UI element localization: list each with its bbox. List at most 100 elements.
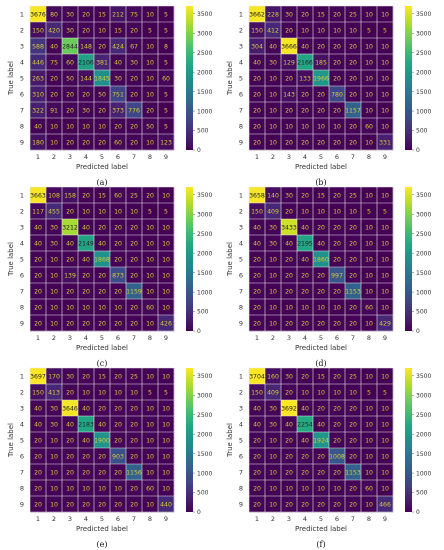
matrix-cell [297, 203, 314, 220]
cell-value-label: 20 [130, 240, 138, 247]
matrix-cell [249, 448, 266, 465]
matrix-cell [297, 299, 314, 316]
cell-value-label: 424 [112, 43, 124, 50]
cell-value-label: 2183 [78, 421, 94, 428]
cell-value-label: 20 [333, 192, 341, 199]
y-tick-label: 7 [20, 287, 24, 295]
cell-value-label: 10 [301, 208, 309, 215]
matrix-cell [249, 38, 266, 55]
cell-value-label: 40 [66, 240, 74, 247]
matrix-cell [110, 22, 127, 39]
matrix-cell [329, 315, 346, 332]
matrix-cell [142, 432, 159, 449]
cell-value-label: 588 [32, 43, 44, 50]
matrix-cell [329, 368, 346, 385]
x-tick-label: 4 [84, 153, 88, 161]
matrix-cell [46, 22, 63, 39]
cell-value-label: 150 [251, 27, 263, 34]
matrix-cell [249, 480, 266, 497]
matrix-cell [345, 448, 362, 465]
cell-value-label: 20 [253, 501, 261, 508]
matrix-cell [126, 187, 143, 204]
cell-value-label: 10 [146, 256, 154, 263]
cell-value-label: 10 [365, 139, 373, 146]
matrix-cell [78, 251, 95, 268]
cell-value-label: 10 [285, 304, 293, 311]
matrix-cell [345, 496, 362, 513]
matrix-cell [158, 432, 175, 449]
cell-value-label: 5 [148, 208, 152, 215]
x-tick-label: 7 [132, 334, 136, 342]
cell-value-label: 150 [251, 389, 263, 396]
matrix-cell [281, 283, 298, 300]
cell-value-label: 1153 [345, 469, 361, 476]
cell-value-label: 212 [112, 11, 124, 18]
cell-value-label: 10 [130, 389, 138, 396]
matrix-cell [94, 464, 111, 481]
y-tick-label: 6 [239, 90, 243, 98]
matrix-cell [297, 464, 314, 481]
x-tick-label: 3 [68, 515, 72, 523]
colorbar [405, 6, 412, 150]
matrix-cell [46, 118, 63, 135]
cell-value-label: 20 [317, 43, 325, 50]
cell-value-label: 20 [349, 453, 357, 460]
x-tick-label: 6 [116, 515, 120, 523]
matrix-cell [110, 235, 127, 252]
matrix-cell [297, 315, 314, 332]
cell-value-label: 20 [98, 405, 106, 412]
cell-value-label: 10 [317, 208, 325, 215]
cell-value-label: 20 [66, 469, 74, 476]
x-tick-label: 6 [335, 153, 339, 161]
matrix-cell [361, 219, 378, 236]
cell-value-label: 20 [34, 469, 42, 476]
cell-value-label: 20 [301, 373, 309, 380]
cell-value-label: 30 [285, 192, 293, 199]
matrix-cell [297, 102, 314, 119]
x-tick-label: 1 [255, 515, 259, 523]
matrix-cell [361, 118, 378, 135]
matrix-cell [345, 480, 362, 497]
matrix-cell [297, 6, 314, 23]
matrix-cell [94, 432, 111, 449]
matrix-cell [142, 70, 159, 87]
cell-value-label: 10 [269, 256, 277, 263]
cell-value-label: 20 [333, 421, 341, 428]
cell-value-label: 10 [162, 256, 170, 263]
matrix-cell [110, 70, 127, 87]
y-tick-label: 4 [239, 58, 243, 66]
matrix-cell [377, 70, 394, 87]
cell-value-label: 3658 [249, 192, 265, 199]
cell-value-label: 25 [130, 192, 138, 199]
matrix-cell [345, 283, 362, 300]
matrix-cell [158, 6, 175, 23]
cell-value-label: 20 [130, 304, 138, 311]
matrix-cell [265, 267, 282, 284]
colorbar [405, 368, 412, 512]
cell-value-label: 20 [333, 43, 341, 50]
matrix-cell [249, 22, 266, 39]
cell-value-label: 30 [82, 107, 90, 114]
x-tick-label: 7 [351, 334, 355, 342]
cell-value-label: 20 [114, 373, 122, 380]
cell-value-label: 20 [114, 469, 122, 476]
cell-value-label: 15 [317, 192, 325, 199]
cell-value-label: 20 [98, 43, 106, 50]
matrix-cell [361, 6, 378, 23]
cell-value-label: 50 [146, 123, 154, 130]
matrix-cell [281, 400, 298, 417]
matrix-cell [345, 134, 362, 151]
cell-value-label: 20 [285, 501, 293, 508]
matrix-cell [30, 187, 47, 204]
matrix-cell [265, 38, 282, 55]
cell-value-label: 20 [333, 437, 341, 444]
matrix-cell [297, 118, 314, 135]
matrix-cell [142, 496, 159, 513]
cell-value-label: 75 [50, 59, 58, 66]
colorbar-tick-label: 3000 [197, 211, 212, 218]
cell-value-label: 20 [285, 437, 293, 444]
x-tick-label: 3 [287, 515, 291, 523]
cell-value-label: 409 [267, 208, 279, 215]
cell-value-label: 20 [146, 107, 154, 114]
cell-value-label: 5 [164, 208, 168, 215]
